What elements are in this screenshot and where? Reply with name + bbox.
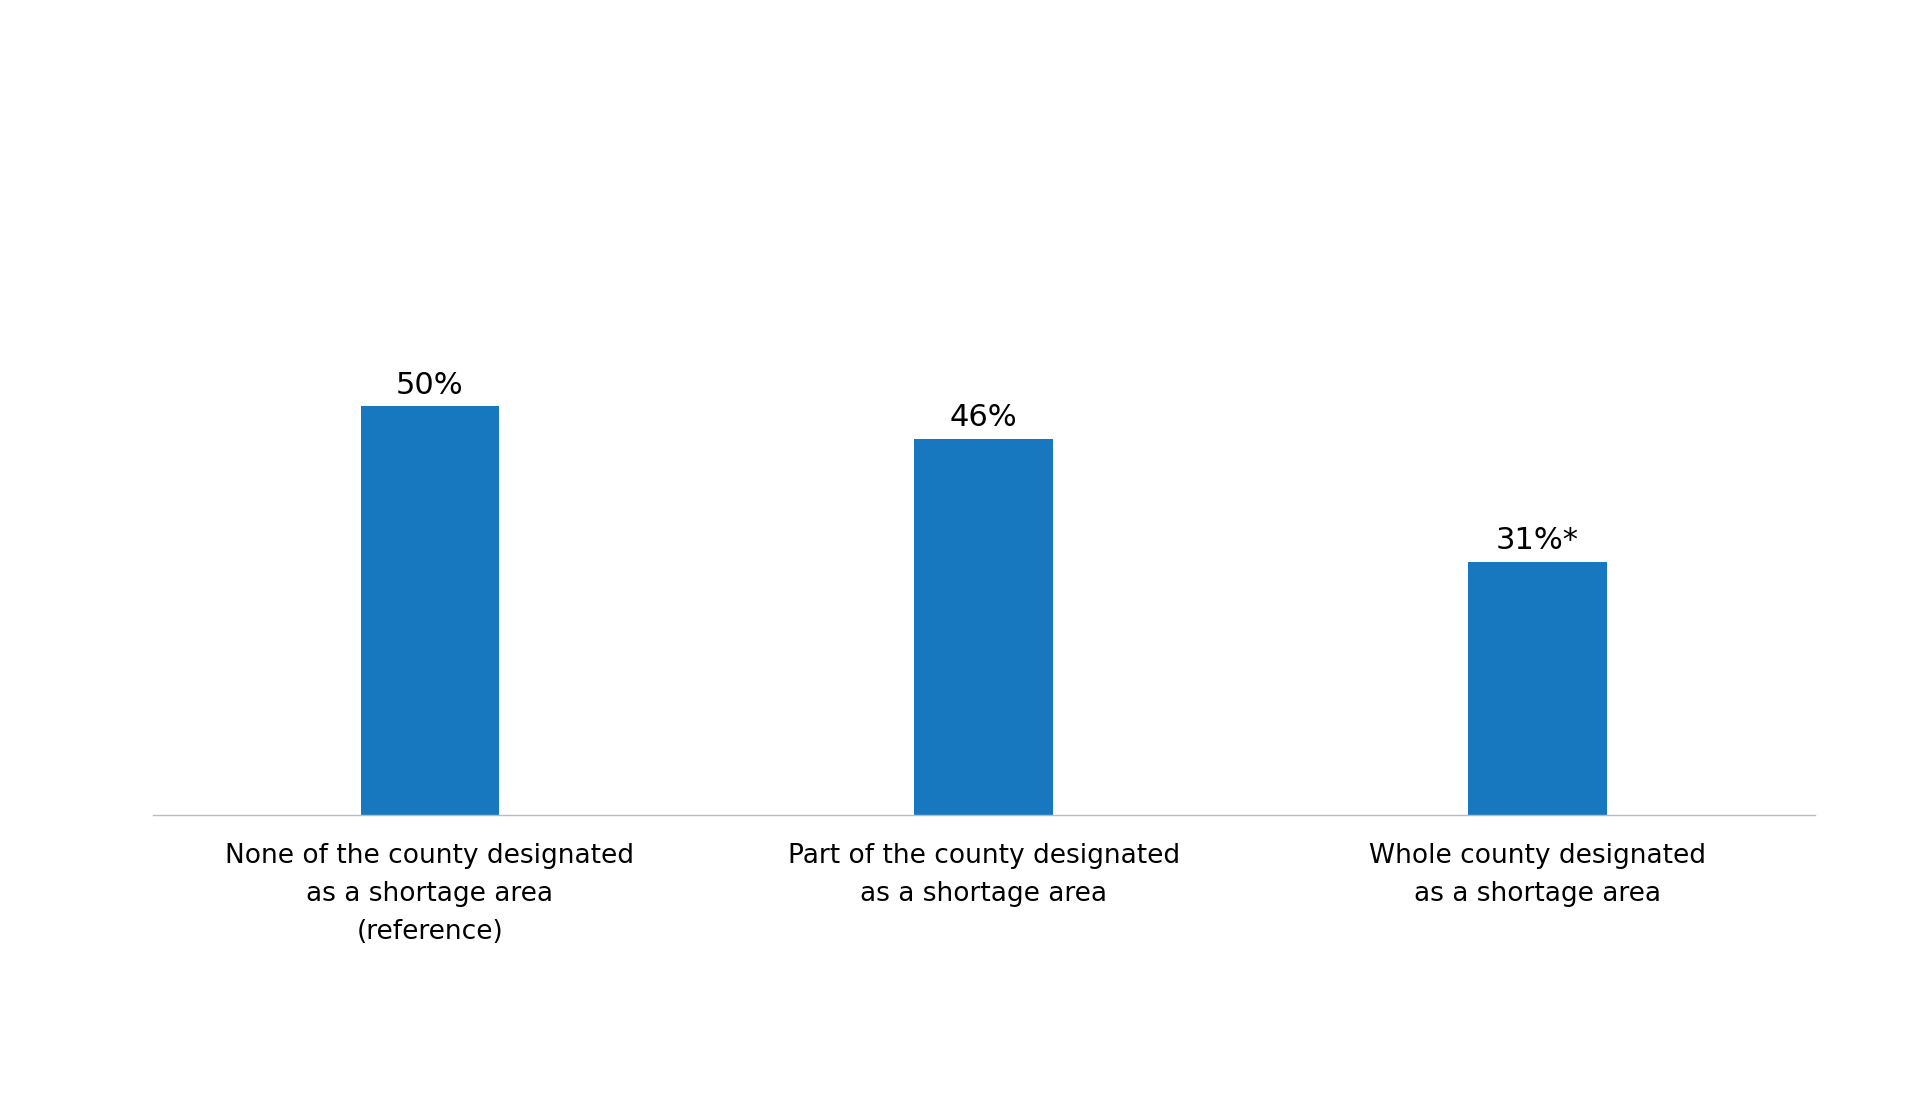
Bar — [361, 407, 499, 815]
Text: 46%: 46% — [949, 403, 1018, 432]
Bar — [1469, 562, 1606, 815]
Text: 31%*: 31%* — [1496, 526, 1580, 555]
Bar — [915, 439, 1052, 815]
Text: 50%: 50% — [395, 370, 464, 400]
